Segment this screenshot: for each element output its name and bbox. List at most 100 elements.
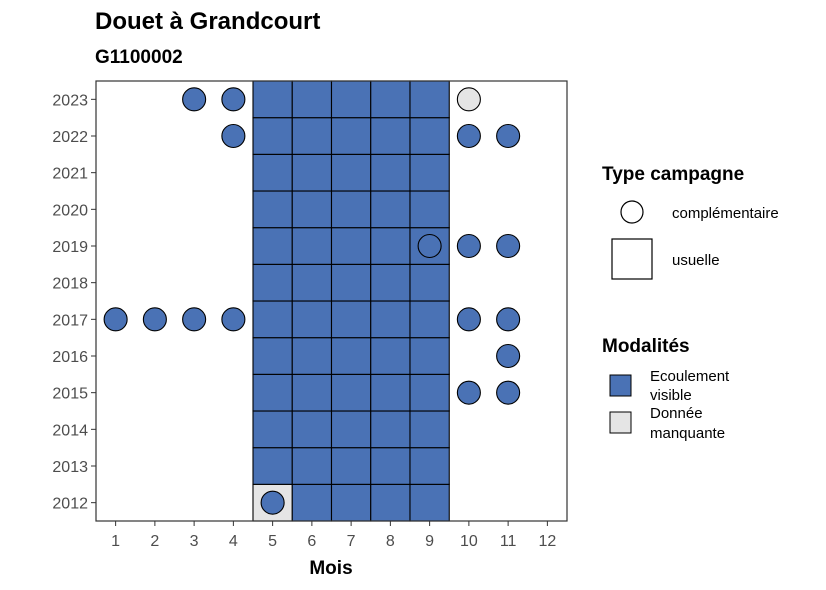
tile-2022-9 <box>409 117 450 155</box>
x-tick-label-10: 10 <box>460 533 478 550</box>
point-2015-10 <box>456 380 481 405</box>
points-layer <box>103 87 521 515</box>
x-tick-label-4: 4 <box>229 533 238 550</box>
tile-2023-7 <box>330 80 372 119</box>
legend-key-complementaire <box>620 200 644 224</box>
legend-label-ecoulement-line1: Ecoulement <box>650 368 730 385</box>
x-tick-label-1: 1 <box>111 533 120 550</box>
tile-2014-5 <box>252 410 293 449</box>
point-2022-11 <box>496 123 521 149</box>
x-tick-label-2: 2 <box>150 533 159 550</box>
tile-2013-6 <box>291 447 333 485</box>
y-tick-label-2015: 2015 <box>52 386 88 403</box>
legend-label-donnee-line1: Donnée <box>650 405 703 422</box>
y-tick-label-2022: 2022 <box>52 129 88 146</box>
tile-2016-8 <box>370 337 411 375</box>
point-2019-11 <box>496 233 521 259</box>
tile-2014-6 <box>291 410 333 449</box>
x-axis-title: Mois <box>309 558 352 579</box>
axes-layer: 1 2 3 4 5 6 7 8 9 10 11 122012201320142015201620172… <box>52 92 556 550</box>
tile-2022-6 <box>291 117 333 155</box>
legend-key-donnee-manquante <box>609 411 632 434</box>
point-2023-3 <box>182 87 207 112</box>
tile-2016-7 <box>330 337 372 375</box>
tile-2020-8 <box>370 190 411 229</box>
tile-2023-5 <box>252 80 293 119</box>
y-tick-label-2018: 2018 <box>52 276 88 293</box>
point-2019-9 <box>417 233 442 259</box>
legend-label-usuelle: usuelle <box>672 252 720 269</box>
y-tick-label-2021: 2021 <box>52 166 88 183</box>
tile-2017-5 <box>252 300 293 339</box>
point-2023-4 <box>221 87 246 112</box>
x-tick-label-8: 8 <box>386 533 395 550</box>
x-tick-label-6: 6 <box>307 533 316 550</box>
tile-2012-7 <box>330 483 372 522</box>
tile-2015-9 <box>409 373 450 412</box>
legend-label-complementaire: complémentaire <box>672 205 779 222</box>
point-2023-10 <box>456 87 481 112</box>
x-tick-label-11: 11 <box>500 533 517 550</box>
tile-2022-5 <box>252 117 293 155</box>
tile-2021-7 <box>330 153 372 192</box>
y-tick-label-2014: 2014 <box>52 422 88 439</box>
tile-2015-6 <box>291 373 333 412</box>
legend-label-ecoulement-line2: visible <box>650 387 692 404</box>
tile-2023-6 <box>291 80 333 119</box>
tile-2021-6 <box>291 153 333 192</box>
x-tick-label-12: 12 <box>538 533 556 550</box>
tile-2012-6 <box>291 483 333 522</box>
tile-2018-5 <box>252 263 293 302</box>
chart-title: Douet à Grandcourt <box>95 8 320 35</box>
legend-title-campaign: Type campagne <box>602 164 744 185</box>
chart-subtitle: G1100002 <box>95 47 183 68</box>
legend-label-donnee-line2: manquante <box>650 425 725 442</box>
tile-2021-8 <box>370 153 411 192</box>
tile-2017-8 <box>370 300 411 339</box>
point-2017-3 <box>182 307 207 332</box>
tile-2021-5 <box>252 153 293 192</box>
point-2019-10 <box>456 233 481 259</box>
x-tick-label-3: 3 <box>190 533 199 550</box>
y-tick-label-2013: 2013 <box>52 459 88 476</box>
tile-2017-6 <box>291 300 333 339</box>
tile-2023-8 <box>370 80 411 119</box>
tile-2022-7 <box>330 117 372 155</box>
tile-2019-6 <box>291 227 333 265</box>
point-2016-11 <box>496 343 521 369</box>
tile-2012-8 <box>370 483 411 522</box>
point-2022-10 <box>456 123 481 149</box>
point-2017-2 <box>142 307 167 332</box>
tile-2020-6 <box>291 190 333 229</box>
y-tick-label-2017: 2017 <box>52 312 88 329</box>
tile-2023-9 <box>409 80 450 119</box>
plot-border <box>95 80 568 522</box>
tile-2019-8 <box>370 227 411 265</box>
tile-2016-6 <box>291 337 333 375</box>
point-2017-1 <box>103 307 128 332</box>
point-2012-5 <box>260 490 285 515</box>
tile-2014-7 <box>330 410 372 449</box>
tile-2018-7 <box>330 263 372 302</box>
y-tick-label-2016: 2016 <box>52 349 88 366</box>
x-tick-label-7: 7 <box>347 533 356 550</box>
tile-2013-7 <box>330 447 372 485</box>
tile-2019-7 <box>330 227 372 265</box>
y-tick-label-2019: 2019 <box>52 239 88 256</box>
legend-title-modalites: Modalités <box>602 336 690 357</box>
tile-2013-9 <box>409 447 450 485</box>
point-2022-4 <box>221 123 246 149</box>
legend-key-usuelle <box>611 238 653 280</box>
tile-2013-8 <box>370 447 411 485</box>
tile-2013-5 <box>252 447 293 485</box>
tile-2012-9 <box>409 483 450 522</box>
tile-2014-8 <box>370 410 411 449</box>
y-tick-label-2020: 2020 <box>52 202 88 219</box>
point-2017-11 <box>496 307 521 332</box>
tile-2015-5 <box>252 373 293 412</box>
tile-2018-6 <box>291 263 333 302</box>
tile-2015-7 <box>330 373 372 412</box>
tile-2020-5 <box>252 190 293 229</box>
tile-2015-8 <box>370 373 411 412</box>
